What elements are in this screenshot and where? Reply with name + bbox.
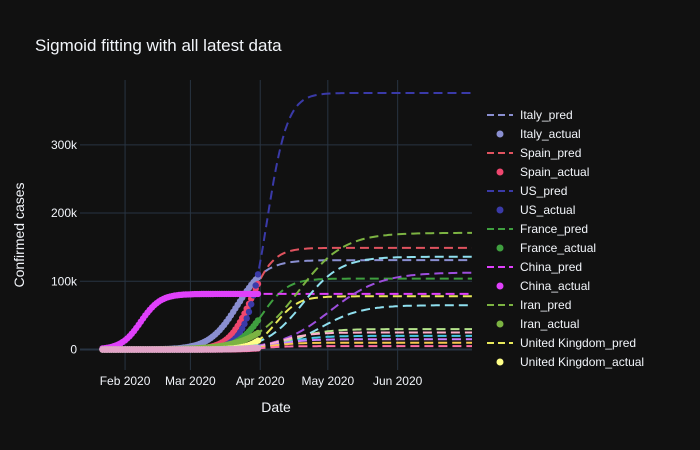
legend[interactable]: Italy_pred Italy_actual Spain_pred Spain_ac… <box>487 108 644 369</box>
data-point <box>243 315 250 322</box>
series-layer <box>99 92 472 353</box>
y-tick-label: 100k <box>51 274 78 288</box>
data-point <box>254 337 262 344</box>
legend-label: Italy_actual <box>520 127 581 141</box>
legend-item-spain_pred[interactable]: Spain_pred <box>487 146 581 160</box>
legend-label: United Kingdom_actual <box>520 355 644 369</box>
series-markers-unlabeled <box>99 344 262 353</box>
x-tick-label: Feb 2020 <box>100 374 151 388</box>
legend-label: China_actual <box>520 279 590 293</box>
legend-marker-swatch <box>496 244 504 252</box>
series-line-china_pred <box>102 292 472 350</box>
legend-marker-swatch <box>496 358 504 366</box>
legend-item-spain_actual[interactable]: Spain_actual <box>496 165 590 179</box>
y-tick-labels: 0 100k 200k 300k <box>51 138 78 357</box>
data-point <box>254 290 262 298</box>
legend-marker-swatch <box>496 282 504 290</box>
data-point <box>252 282 259 289</box>
data-point <box>254 271 262 278</box>
chart-title: Sigmoid fitting with all latest data <box>35 36 282 55</box>
legend-marker-swatch <box>496 130 504 138</box>
y-tick-label: 300k <box>51 138 78 152</box>
legend-label: France_pred <box>520 222 588 236</box>
legend-item-iran_actual[interactable]: Iran_actual <box>496 317 580 331</box>
legend-label: Spain_actual <box>520 165 589 179</box>
legend-label: US_pred <box>520 184 567 198</box>
legend-item-italy_pred[interactable]: Italy_pred <box>487 108 573 122</box>
legend-label: Iran_actual <box>520 317 579 331</box>
legend-item-france_actual[interactable]: France_actual <box>496 241 597 255</box>
legend-label: Italy_pred <box>520 108 573 122</box>
x-tick-label: May 2020 <box>301 374 354 388</box>
legend-item-china_actual[interactable]: China_actual <box>496 279 591 293</box>
legend-label: Iran_pred <box>520 298 571 312</box>
legend-label: Spain_pred <box>520 146 581 160</box>
legend-label: United Kingdom_pred <box>520 336 636 350</box>
legend-marker-swatch <box>496 168 504 176</box>
x-tick-label: Apr 2020 <box>236 374 285 388</box>
x-tick-label: Jun 2020 <box>373 374 423 388</box>
y-tick-label: 200k <box>51 206 78 220</box>
data-point <box>245 308 253 316</box>
legend-label: France_actual <box>520 241 596 255</box>
legend-item-italy_actual[interactable]: Italy_actual <box>496 127 581 141</box>
legend-item-china_pred[interactable]: China_pred <box>487 260 582 274</box>
x-tick-label: Mar 2020 <box>165 374 216 388</box>
x-tick-labels: Feb 2020 Mar 2020 Apr 2020 May 2020 Jun 2020 <box>100 374 423 388</box>
legend-label: China_pred <box>520 260 582 274</box>
legend-marker-swatch <box>496 206 504 214</box>
y-axis-title: Confirmed cases <box>11 182 27 287</box>
legend-marker-swatch <box>496 320 504 328</box>
x-axis-title: Date <box>261 399 291 415</box>
legend-item-france_pred[interactable]: France_pred <box>487 222 588 236</box>
data-point <box>254 329 262 337</box>
legend-item-iran_pred[interactable]: Iran_pred <box>487 298 571 312</box>
data-point <box>241 320 248 328</box>
legend-item-united-kingdom_pred[interactable]: United Kingdom_pred <box>487 336 636 350</box>
data-point <box>254 344 262 352</box>
legend-item-united-kingdom_actual[interactable]: United Kingdom_actual <box>496 355 645 369</box>
y-tick-label: 0 <box>70 343 77 357</box>
data-point <box>254 317 262 324</box>
legend-item-us_pred[interactable]: US_pred <box>487 184 567 198</box>
legend-item-us_actual[interactable]: US_actual <box>496 203 576 217</box>
legend-label: US_actual <box>520 203 575 217</box>
data-point <box>248 301 255 308</box>
